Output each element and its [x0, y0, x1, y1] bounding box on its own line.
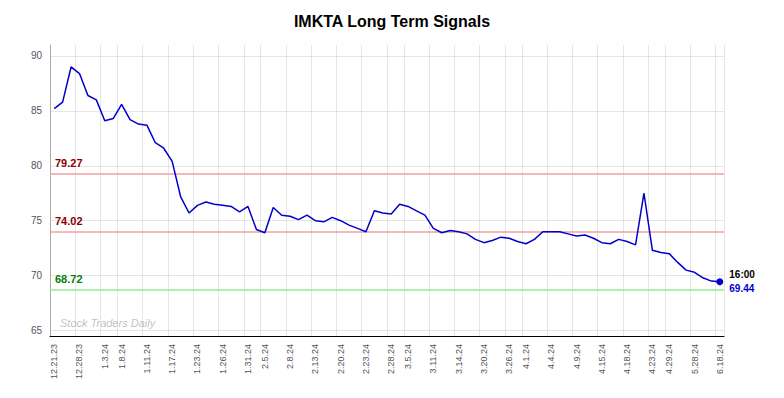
- svg-text:80: 80: [31, 160, 43, 171]
- svg-text:1.3.24: 1.3.24: [100, 344, 110, 369]
- svg-text:4.4.24: 4.4.24: [546, 344, 556, 369]
- svg-text:6.18.24: 6.18.24: [715, 344, 725, 374]
- svg-text:1.26.24: 1.26.24: [218, 344, 228, 374]
- svg-text:16:00: 16:00: [729, 269, 755, 280]
- svg-text:2.20.24: 2.20.24: [336, 344, 346, 374]
- svg-text:12.28.23: 12.28.23: [74, 344, 84, 379]
- svg-text:69.44: 69.44: [729, 283, 754, 294]
- svg-text:5.28.24: 5.28.24: [690, 344, 700, 374]
- svg-text:1.17.24: 1.17.24: [167, 344, 177, 374]
- svg-text:1.11.24: 1.11.24: [142, 344, 152, 373]
- svg-text:79.27: 79.27: [55, 157, 83, 169]
- svg-text:4.9.24: 4.9.24: [572, 344, 582, 369]
- svg-text:2.28.24: 2.28.24: [386, 344, 396, 374]
- svg-text:3.26.24: 3.26.24: [504, 344, 514, 374]
- svg-text:12.21.23: 12.21.23: [49, 344, 59, 379]
- svg-text:4.18.24: 4.18.24: [622, 344, 632, 374]
- svg-text:74.02: 74.02: [55, 215, 83, 227]
- svg-text:3.11.24: 3.11.24: [428, 344, 438, 373]
- svg-text:Stock Traders Daily: Stock Traders Daily: [60, 317, 157, 329]
- svg-text:4.23.24: 4.23.24: [647, 344, 657, 374]
- svg-text:1.31.24: 1.31.24: [243, 344, 253, 374]
- svg-text:65: 65: [31, 325, 43, 336]
- svg-text:2.5.24: 2.5.24: [260, 344, 270, 369]
- svg-text:4.15.24: 4.15.24: [597, 344, 607, 374]
- svg-text:4.1.24: 4.1.24: [521, 344, 531, 369]
- svg-text:1.23.24: 1.23.24: [192, 344, 202, 374]
- svg-text:2.13.24: 2.13.24: [310, 344, 320, 374]
- svg-text:IMKTA Long Term Signals: IMKTA Long Term Signals: [294, 13, 490, 30]
- svg-text:75: 75: [31, 215, 43, 226]
- svg-text:3.20.24: 3.20.24: [479, 344, 489, 374]
- svg-text:85: 85: [31, 105, 43, 116]
- svg-text:70: 70: [31, 270, 43, 281]
- svg-text:4.29.24: 4.29.24: [664, 344, 674, 374]
- svg-text:1.8.24: 1.8.24: [117, 344, 127, 369]
- svg-text:90: 90: [31, 50, 43, 61]
- svg-text:3.14.24: 3.14.24: [454, 344, 464, 374]
- svg-text:68.72: 68.72: [55, 273, 83, 285]
- svg-text:2.8.24: 2.8.24: [285, 344, 295, 369]
- svg-text:3.5.24: 3.5.24: [403, 344, 413, 369]
- svg-text:2.23.24: 2.23.24: [361, 344, 371, 374]
